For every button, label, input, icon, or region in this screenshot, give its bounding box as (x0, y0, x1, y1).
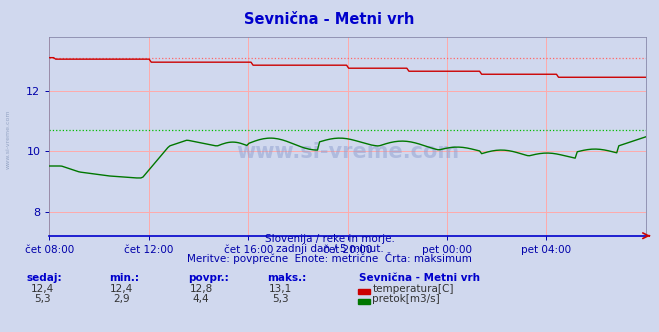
Text: www.si-vreme.com: www.si-vreme.com (5, 110, 11, 169)
Text: zadnji dan / 5 minut.: zadnji dan / 5 minut. (275, 244, 384, 254)
Text: Sevnična - Metni vrh: Sevnična - Metni vrh (244, 12, 415, 27)
Text: 4,4: 4,4 (192, 294, 210, 304)
Text: www.si-vreme.com: www.si-vreme.com (236, 142, 459, 162)
Text: sedaj:: sedaj: (26, 273, 62, 283)
Text: povpr.:: povpr.: (188, 273, 229, 283)
Text: 2,9: 2,9 (113, 294, 130, 304)
Text: min.:: min.: (109, 273, 139, 283)
Text: temperatura[C]: temperatura[C] (372, 284, 454, 294)
Text: 12,4: 12,4 (31, 284, 55, 294)
Text: maks.:: maks.: (267, 273, 306, 283)
Text: pretok[m3/s]: pretok[m3/s] (372, 294, 440, 304)
Text: Slovenija / reke in morje.: Slovenija / reke in morje. (264, 234, 395, 244)
Text: 5,3: 5,3 (34, 294, 51, 304)
Text: Meritve: povprečne  Enote: metrične  Črta: maksimum: Meritve: povprečne Enote: metrične Črta:… (187, 252, 472, 264)
Text: 13,1: 13,1 (268, 284, 292, 294)
Text: 12,4: 12,4 (110, 284, 134, 294)
Text: 12,8: 12,8 (189, 284, 213, 294)
Text: 5,3: 5,3 (272, 294, 289, 304)
Text: Sevnična - Metni vrh: Sevnična - Metni vrh (359, 273, 480, 283)
